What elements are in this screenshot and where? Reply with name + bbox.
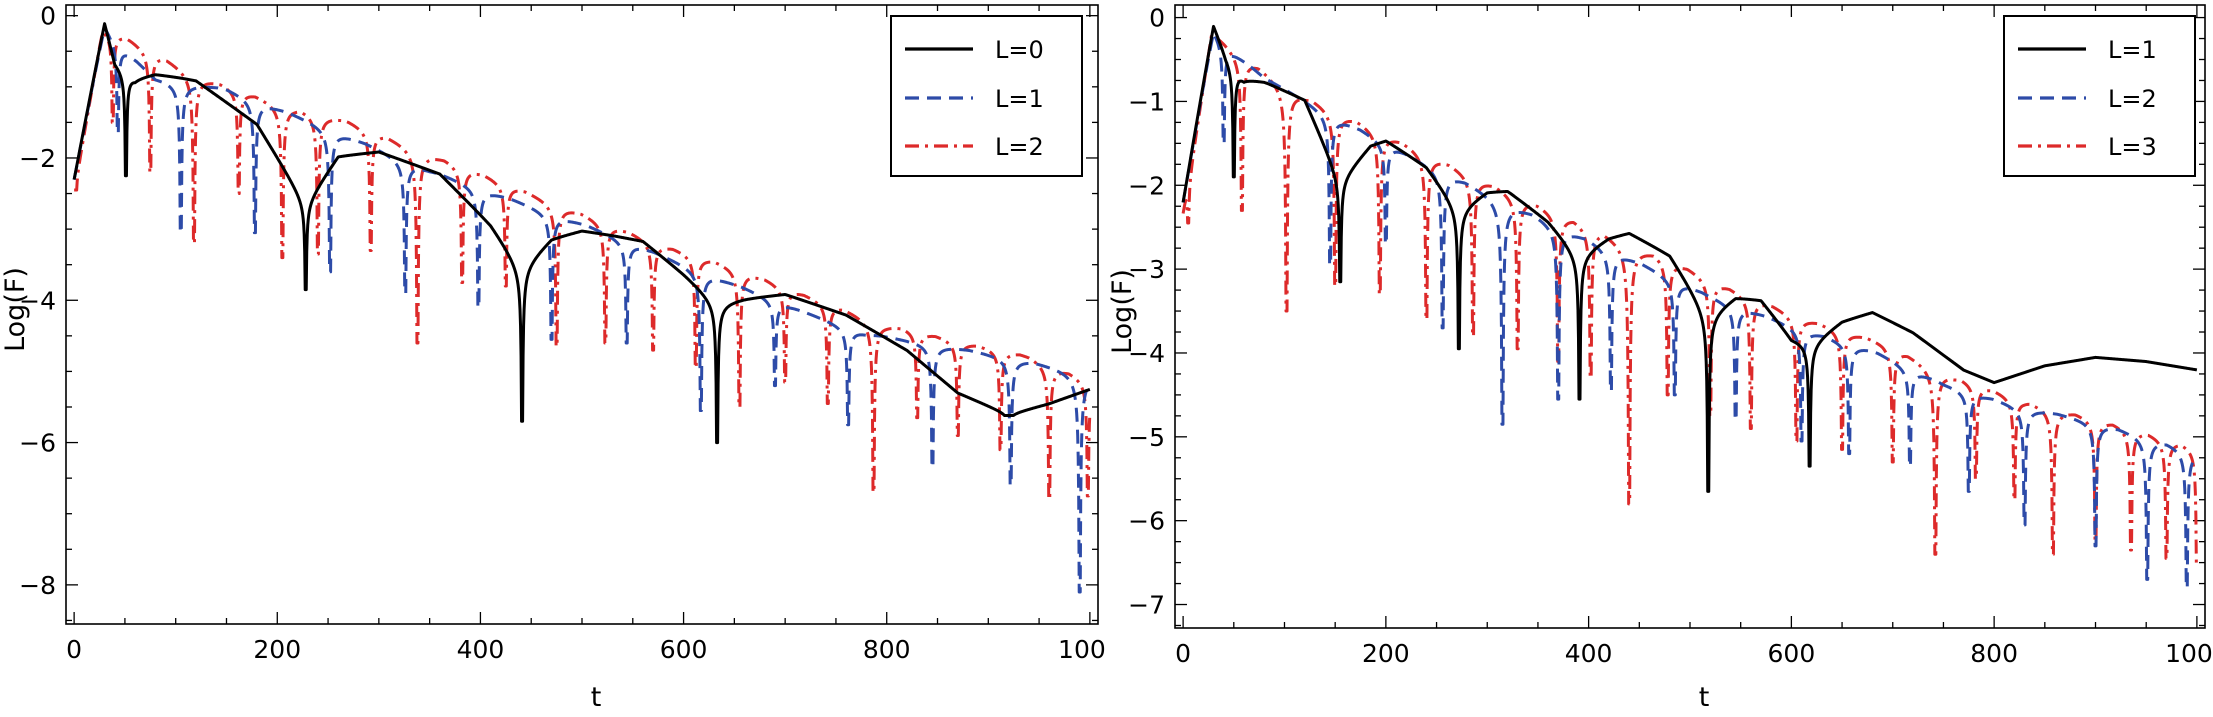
legend-label: L=1: [995, 85, 1044, 113]
x-tick-label: 400: [457, 635, 505, 664]
legend-label: L=2: [2108, 85, 2157, 113]
x-axis-label: t: [591, 682, 602, 713]
series-line-l0: [72, 22, 1091, 445]
y-tick-label: −4: [1128, 339, 1165, 368]
x-tick-label: 400: [1565, 639, 1613, 668]
legend-label: L=0: [995, 36, 1044, 64]
legend: L=0 L=1 L=2: [890, 15, 1083, 177]
legend: L=1 L=2 L=3: [2003, 15, 2196, 177]
x-tick-label: 200: [253, 635, 301, 664]
y-axis-label: Log(F): [1107, 269, 1138, 354]
series-line-l1: [1181, 24, 2198, 493]
x-axis-label: t: [1699, 682, 1710, 713]
x-tick-label: 200: [1362, 639, 1410, 668]
y-tick-label: −2: [19, 144, 56, 173]
y-tick-label: −2: [1128, 171, 1165, 200]
x-tick-label: 800: [863, 635, 911, 664]
legend-box: [2003, 15, 2196, 177]
y-tick-label: −4: [19, 286, 56, 315]
left-chart-panel: 020040060080010000−2−4−6−8tLog(F)L=0L=1L…: [0, 0, 1106, 717]
legend-label: L=2: [995, 133, 1044, 161]
x-tick-label: 600: [660, 635, 708, 664]
tick-marks: [66, 5, 1098, 624]
x-tick-label: 0: [66, 635, 82, 664]
y-tick-label: −3: [1128, 255, 1165, 284]
series-line-l1: [72, 26, 1092, 594]
y-tick-label: −8: [19, 571, 56, 600]
y-tick-label: −7: [1128, 591, 1165, 620]
legend-box: [890, 15, 1083, 177]
tick-marks: [1175, 5, 2205, 628]
y-tick-label: −6: [19, 429, 56, 458]
legend-label: L=1: [2108, 36, 2157, 64]
x-tick-label: 0: [1175, 639, 1191, 668]
series-line-l3: [1181, 33, 2198, 569]
x-tick-label: 800: [1970, 639, 2018, 668]
series-line-l2: [1181, 31, 2198, 590]
y-tick-label: 0: [40, 2, 56, 31]
legend-label: L=3: [2108, 133, 2157, 161]
y-tick-label: −5: [1128, 423, 1165, 452]
series-line-l2: [73, 30, 1092, 501]
y-axis-label: Log(F): [0, 267, 31, 352]
y-tick-label: 0: [1149, 4, 1165, 33]
left-chart: 020040060080010000−2−4−6−8tLog(F)L=0L=1L…: [0, 2, 1106, 713]
y-tick-label: −1: [1128, 87, 1165, 116]
y-tick-label: −6: [1128, 507, 1165, 536]
x-tick-label: 600: [1768, 639, 1816, 668]
